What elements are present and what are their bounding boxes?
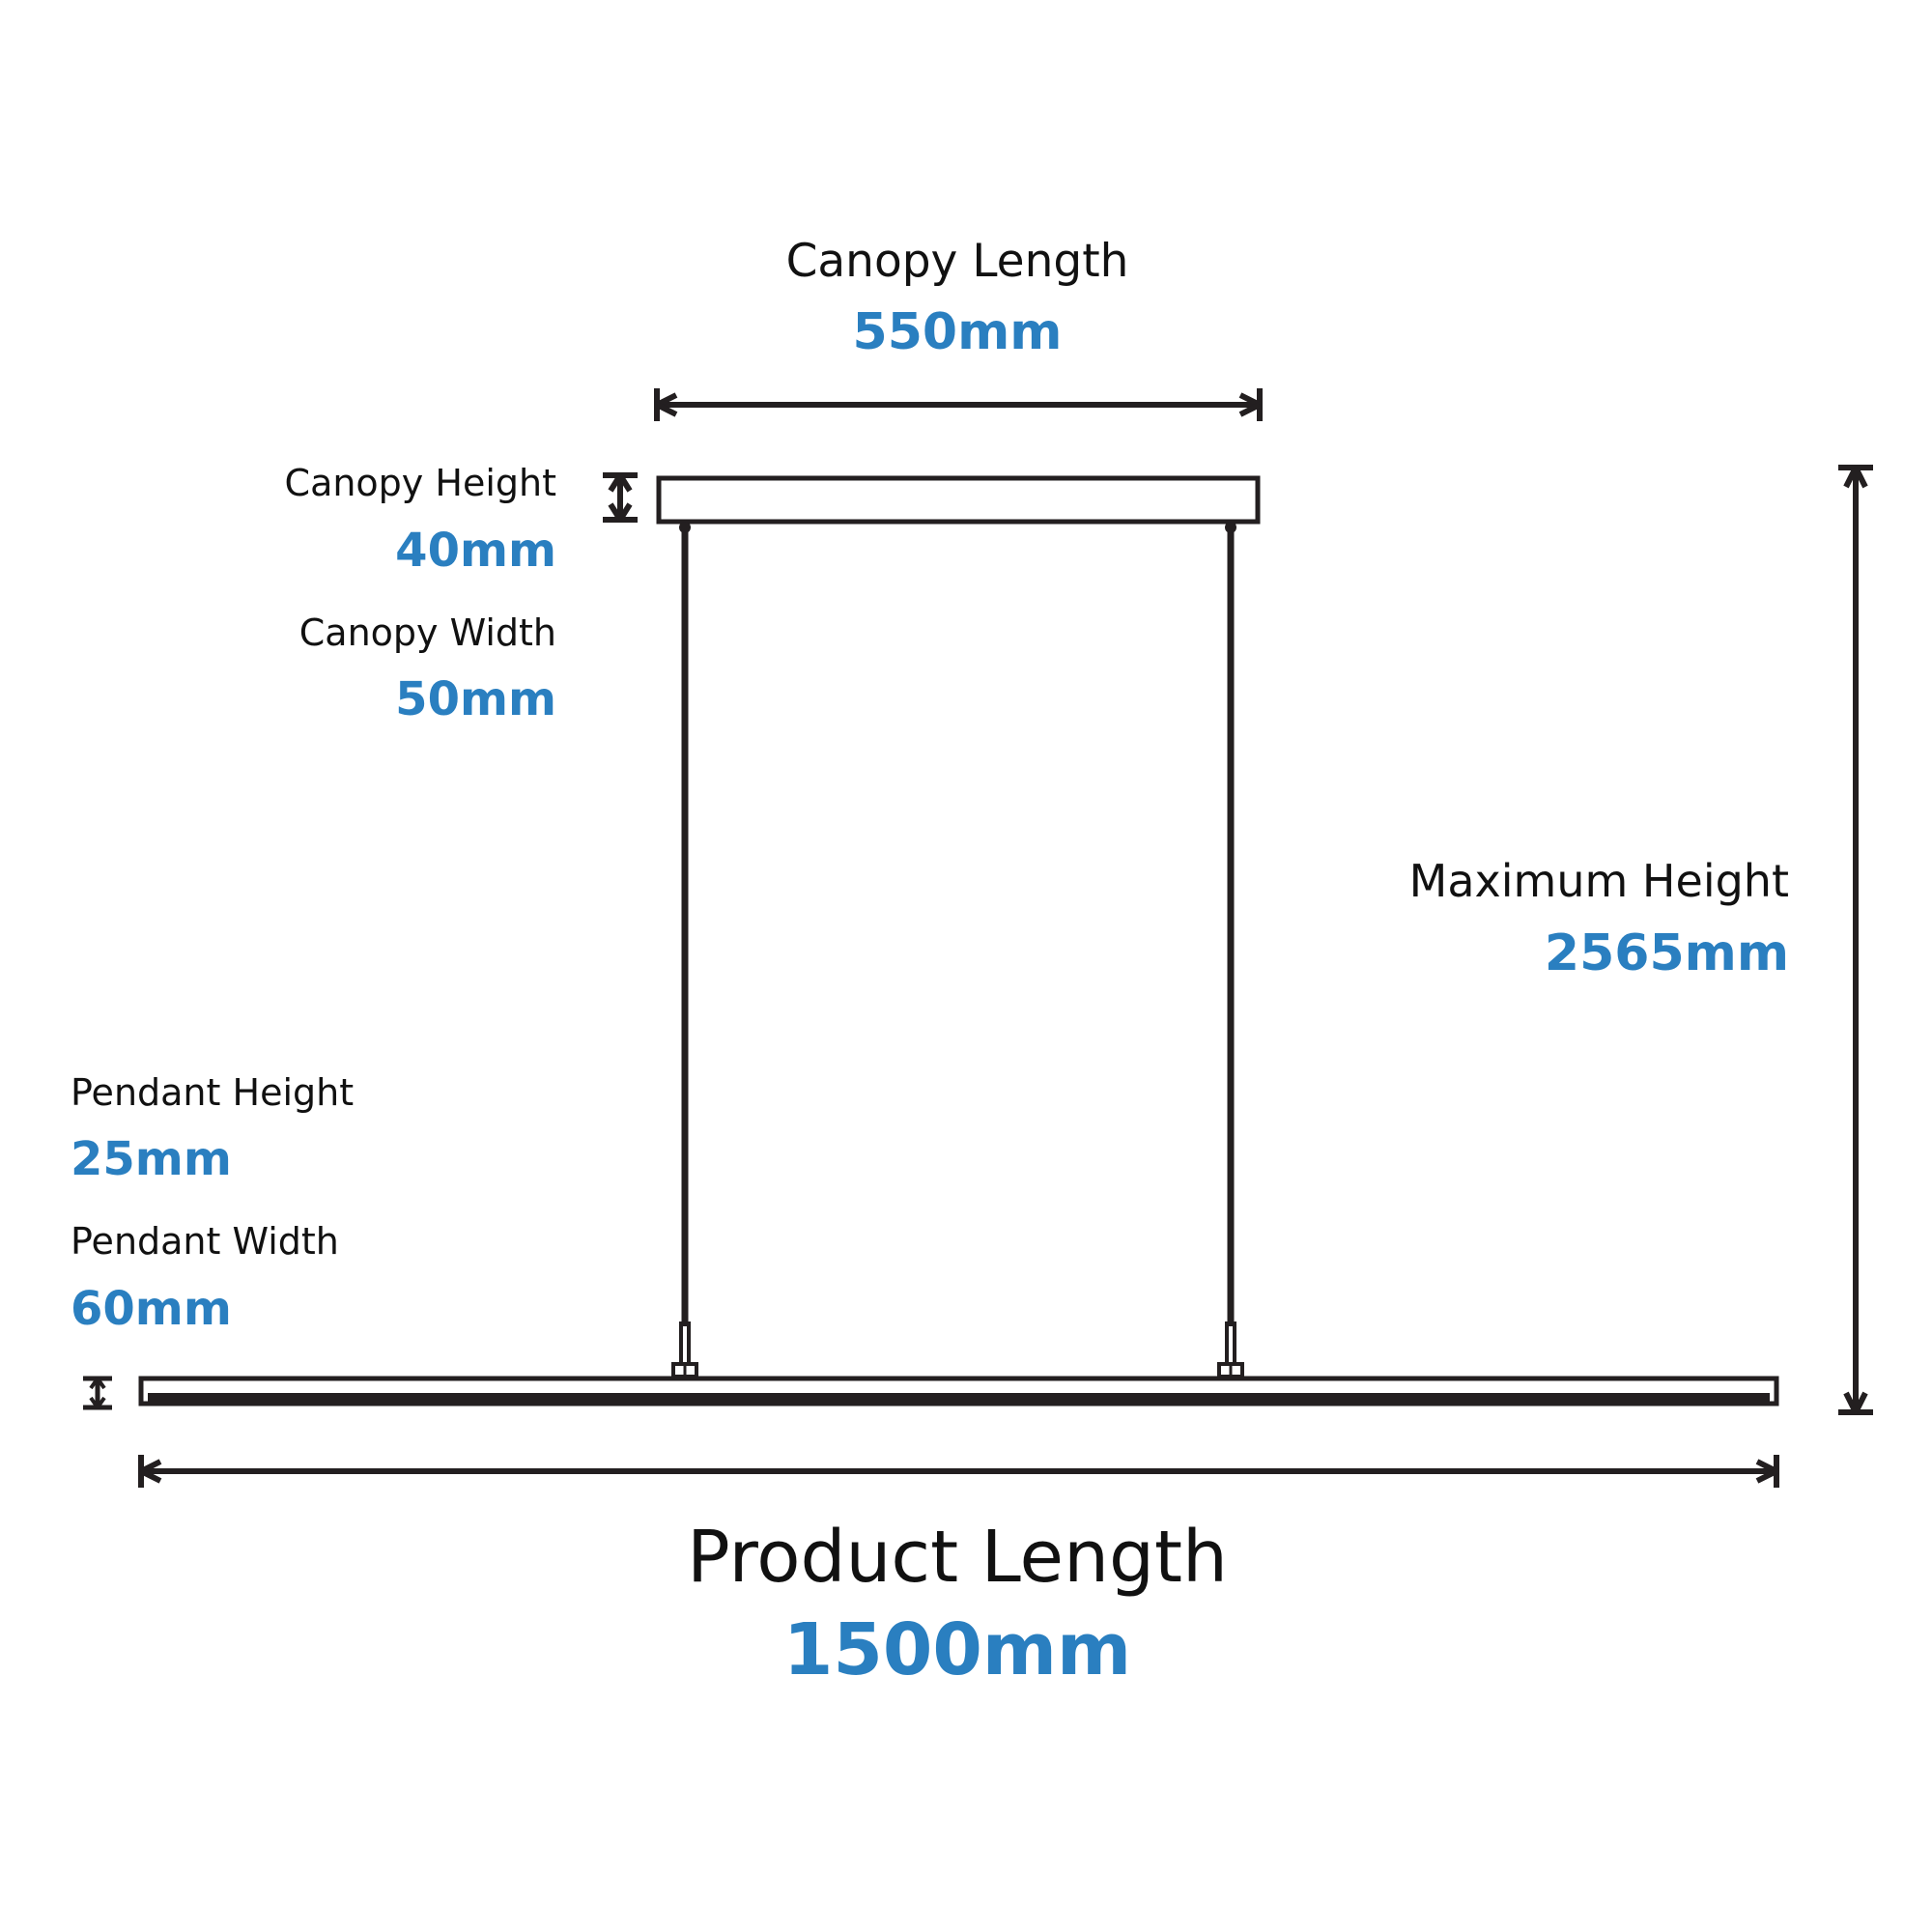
product-length-label: Product Length — [687, 1516, 1228, 1599]
pendant-width-label: Pendant Width — [71, 1220, 339, 1263]
pendant-height-dimension-line — [83, 1376, 112, 1410]
canopy-height-label: Canopy Height — [285, 462, 556, 504]
canopy-height-value: 40mm — [395, 524, 556, 578]
suspension-cable-left — [671, 522, 698, 1378]
maximum-height-label: Maximum Height — [1409, 855, 1789, 907]
product-length-value: 1500mm — [783, 1608, 1131, 1691]
pendant-body — [138, 1376, 1779, 1406]
pendant-height-label: Pendant Height — [71, 1071, 354, 1114]
canopy-width-value: 50mm — [395, 672, 556, 726]
pendant-height-value: 25mm — [71, 1132, 232, 1186]
suspension-cable-right — [1217, 522, 1244, 1378]
canopy-length-dimension-line — [654, 388, 1263, 421]
canopy-height-dimension-line — [603, 472, 638, 523]
canopy-body — [656, 475, 1261, 525]
maximum-height-value: 2565mm — [1545, 924, 1789, 982]
canopy-width-label: Canopy Width — [299, 611, 556, 654]
canopy-length-label: Canopy Length — [786, 235, 1129, 288]
canopy-length-value: 550mm — [853, 303, 1063, 361]
pendant-width-value: 60mm — [71, 1282, 232, 1336]
product-length-dimension-line — [138, 1455, 1779, 1488]
maximum-height-dimension-line — [1838, 465, 1873, 1415]
